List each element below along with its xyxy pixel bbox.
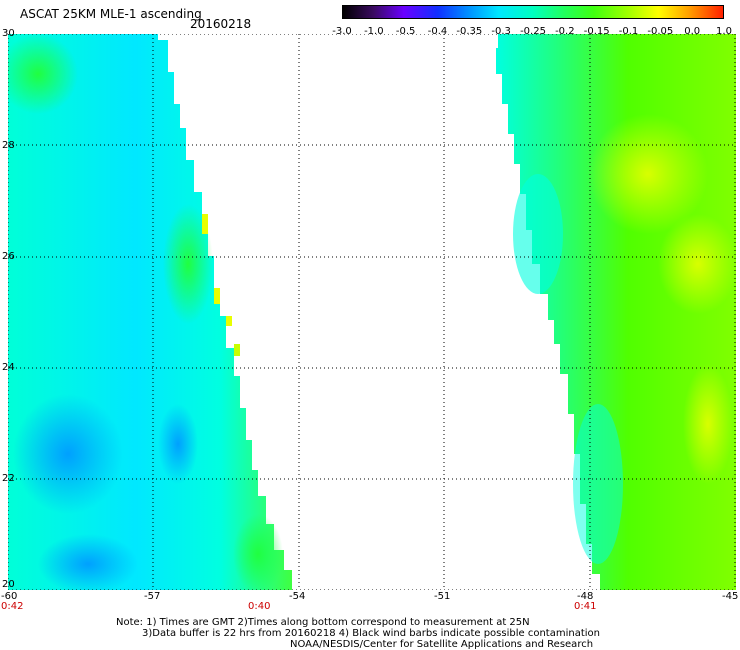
time-label-middle: 0:40 [248,601,271,612]
time-label-left: 0:42 [1,601,24,612]
colorbar-tick-label: -0.35 [456,26,483,37]
lon-label-57w: -57 [144,591,161,602]
lon-label-54w: -54 [289,591,306,602]
lat-label-30: 30 [2,28,15,39]
colorbar [342,5,724,19]
colorbar-tick-label: -0.2 [555,26,575,37]
colorbar-tick-label: -0.4 [427,26,448,37]
lon-label-45w: -45 [722,591,739,602]
lat-label-22: 22 [2,473,15,484]
map-title: ASCAT 25KM MLE-1 ascending [20,7,202,21]
time-label-right: 0:41 [574,601,597,612]
graticule [8,34,736,590]
note-line-3: NOAA/NESDIS/Center for Satellite Applica… [290,639,594,650]
colorbar-tick-label: -3.0 [332,26,352,37]
lat-label-20: 20 [2,579,15,590]
note-line-1: Note: 1) Times are GMT 2)Times along bot… [116,617,530,628]
right-swath [496,34,736,590]
note-line-2: 3)Data buffer is 22 hrs from 20160218 4)… [142,628,600,639]
colorbar-tick-label: -0.3 [491,26,511,37]
colorbar-tick-label: -0.5 [395,26,416,37]
lat-label-26: 26 [2,251,15,262]
colorbar-tick-label: -0.05 [647,26,674,37]
colorbar-tick-label: -0.15 [583,26,610,37]
colorbar-tick-label: -1.0 [364,26,384,37]
map-date: 20160218 [190,17,252,31]
lon-label-60w: -60 [1,591,18,602]
colorbar-tick-label: -0.1 [618,26,639,37]
colorbar-tick-label: 0.0 [684,26,701,37]
left-swath [8,34,292,590]
lat-label-28: 28 [2,140,15,151]
lon-label-48w: -48 [577,591,594,602]
lat-label-24: 24 [2,362,15,373]
lon-label-51w: -51 [434,591,451,602]
colorbar-tick-label: -0.25 [520,26,546,37]
map-plot [8,34,736,590]
colorbar-tick-label: 1.0 [716,26,732,37]
